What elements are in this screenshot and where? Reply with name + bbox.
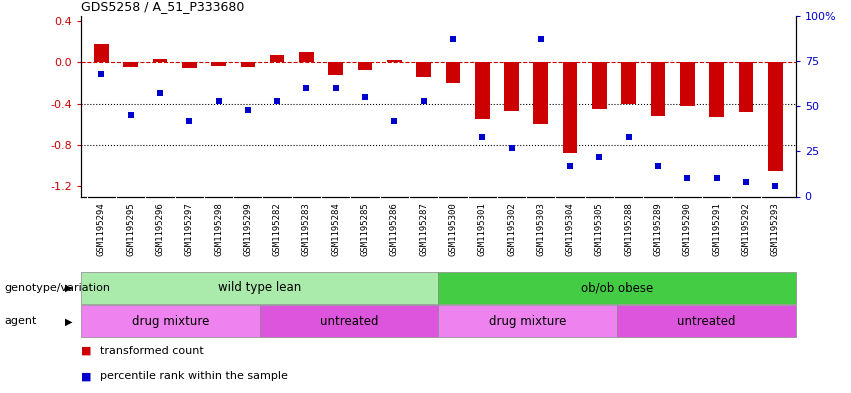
Text: untreated: untreated [320, 315, 378, 328]
Bar [260, 305, 438, 337]
Point [94, 70, 108, 77]
Text: GSM1195304: GSM1195304 [566, 202, 574, 256]
Bar [504, 62, 519, 111]
Bar [270, 55, 284, 62]
Bar [768, 62, 783, 171]
Point [768, 182, 782, 189]
Point [505, 145, 518, 151]
Text: GSM1195300: GSM1195300 [448, 202, 458, 256]
Point [212, 97, 226, 104]
Bar [387, 60, 402, 62]
Text: GSM1195302: GSM1195302 [507, 202, 516, 256]
Text: GSM1195296: GSM1195296 [156, 202, 164, 256]
Point [417, 97, 431, 104]
Bar [534, 62, 548, 124]
Text: transformed count: transformed count [100, 346, 203, 356]
Point [592, 154, 606, 160]
Text: GSM1195292: GSM1195292 [741, 202, 751, 256]
Point [534, 36, 547, 42]
Text: ▶: ▶ [65, 316, 72, 326]
Text: ob/ob obese: ob/ob obese [581, 281, 653, 294]
Bar [357, 62, 373, 70]
Bar [211, 62, 226, 66]
Text: GSM1195285: GSM1195285 [361, 202, 369, 256]
Point [387, 118, 401, 124]
Bar [182, 62, 197, 68]
Text: GSM1195284: GSM1195284 [331, 202, 340, 256]
Text: percentile rank within the sample: percentile rank within the sample [100, 371, 288, 381]
Text: genotype/variation: genotype/variation [4, 283, 111, 293]
Bar [299, 52, 314, 62]
Point [710, 175, 723, 182]
Text: GSM1195286: GSM1195286 [390, 202, 399, 256]
Point [358, 94, 372, 100]
Bar [241, 62, 255, 67]
Text: GSM1195293: GSM1195293 [771, 202, 780, 256]
Bar [123, 62, 138, 67]
Point [300, 85, 313, 91]
Text: GSM1195303: GSM1195303 [536, 202, 545, 256]
Point [681, 175, 694, 182]
Bar [651, 62, 665, 116]
Point [651, 163, 665, 169]
Point [739, 179, 752, 185]
Text: drug mixture: drug mixture [132, 315, 208, 328]
Bar [680, 62, 694, 106]
Point [124, 112, 138, 118]
Text: wild type lean: wild type lean [218, 281, 301, 294]
Text: GSM1195287: GSM1195287 [419, 202, 428, 256]
Point [182, 118, 196, 124]
Bar [152, 59, 168, 62]
Text: GSM1195297: GSM1195297 [185, 202, 194, 256]
Bar [592, 62, 607, 109]
Bar [328, 62, 343, 75]
Bar [475, 62, 489, 119]
Text: ■: ■ [81, 371, 91, 381]
Text: GSM1195289: GSM1195289 [654, 202, 662, 256]
Text: GSM1195301: GSM1195301 [477, 202, 487, 256]
Point [563, 163, 577, 169]
Text: GSM1195299: GSM1195299 [243, 202, 253, 256]
Point [271, 97, 284, 104]
Text: GSM1195282: GSM1195282 [272, 202, 282, 256]
Point [153, 90, 167, 97]
Bar [438, 272, 796, 304]
Bar [446, 62, 460, 83]
Bar [81, 272, 438, 304]
Bar [709, 62, 724, 117]
Bar [416, 62, 431, 77]
Text: GDS5258 / A_51_P333680: GDS5258 / A_51_P333680 [81, 0, 244, 13]
Text: agent: agent [4, 316, 37, 326]
Text: untreated: untreated [677, 315, 735, 328]
Text: GSM1195291: GSM1195291 [712, 202, 721, 256]
Text: GSM1195298: GSM1195298 [214, 202, 223, 256]
Text: GSM1195288: GSM1195288 [624, 202, 633, 256]
Point [622, 134, 636, 140]
Text: GSM1195305: GSM1195305 [595, 202, 604, 256]
Point [476, 134, 489, 140]
Text: ■: ■ [81, 346, 91, 356]
Text: GSM1195283: GSM1195283 [302, 202, 311, 256]
Text: drug mixture: drug mixture [489, 315, 566, 328]
Bar [739, 62, 753, 112]
Point [329, 85, 343, 91]
Bar [617, 305, 796, 337]
Bar [621, 62, 636, 103]
Bar [563, 62, 578, 153]
Bar [438, 305, 617, 337]
Text: GSM1195295: GSM1195295 [126, 202, 135, 256]
Text: GSM1195294: GSM1195294 [97, 202, 106, 256]
Point [241, 107, 254, 113]
Text: ▶: ▶ [65, 283, 72, 293]
Bar [81, 305, 260, 337]
Text: GSM1195290: GSM1195290 [683, 202, 692, 256]
Bar [94, 44, 109, 62]
Point [446, 36, 460, 42]
